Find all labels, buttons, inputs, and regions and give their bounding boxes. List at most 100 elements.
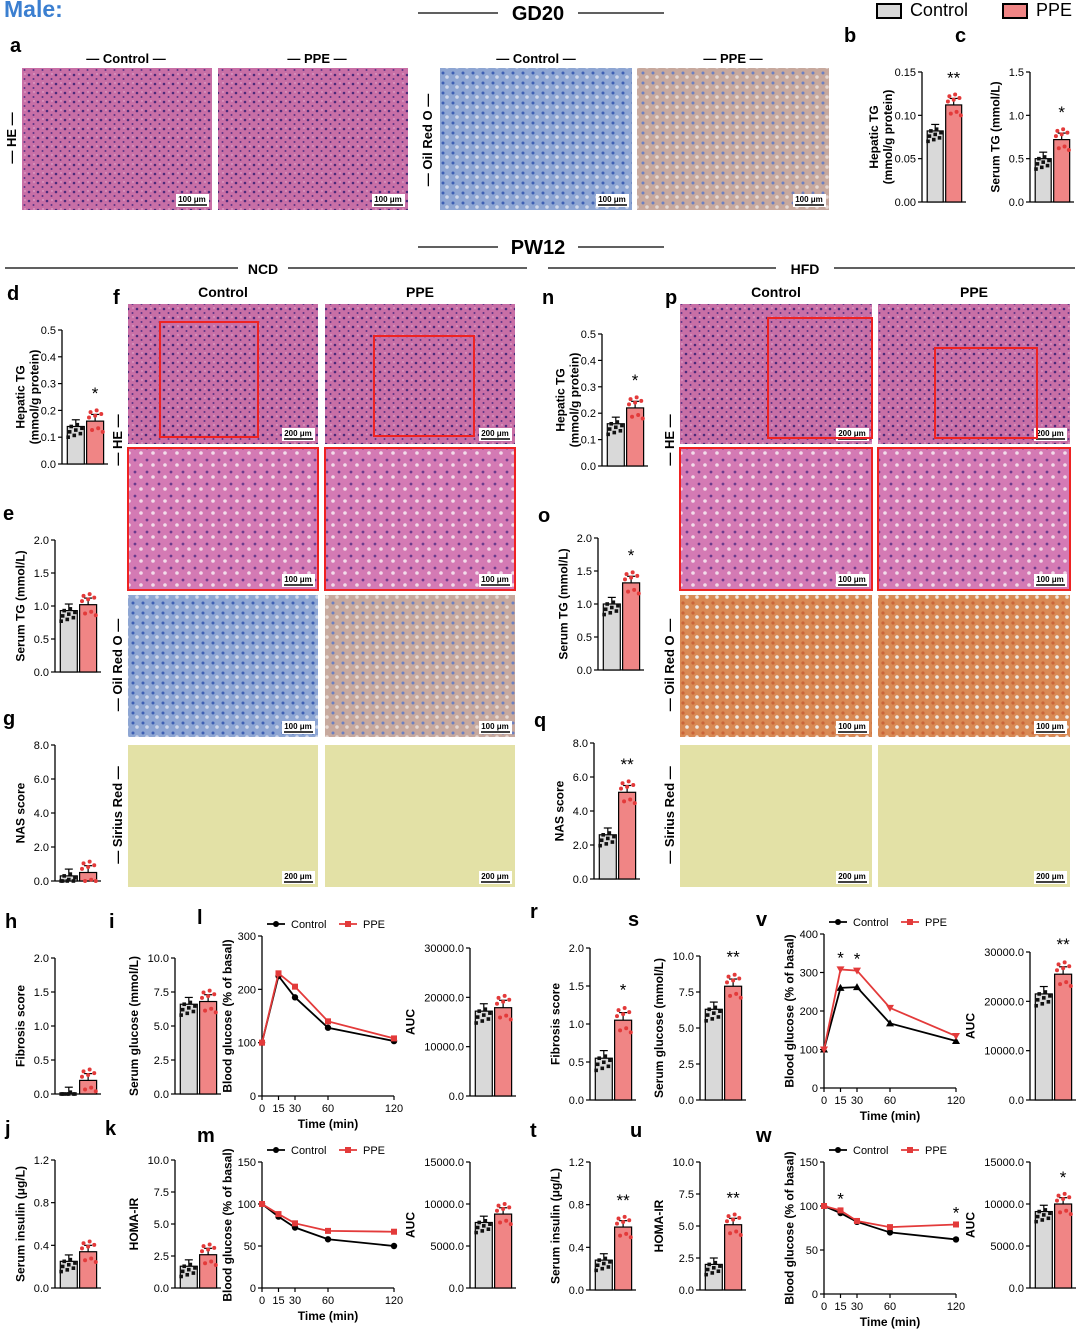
point-k-control-2 bbox=[191, 1271, 196, 1275]
point-g-control-7 bbox=[68, 872, 73, 876]
micrograph-f-he-low-ppe-scale-label: 200 μm bbox=[481, 429, 509, 438]
y-tick-label-i-4: 10.0 bbox=[148, 953, 169, 965]
point-b-ppe-3 bbox=[947, 94, 952, 99]
point-k-ppe-3 bbox=[201, 1244, 206, 1249]
micrograph-f-he-low-ppe-scale-box bbox=[479, 428, 512, 441]
panel-letter-c: c bbox=[955, 25, 966, 47]
y-tick-label-g-2: 4.0 bbox=[34, 808, 49, 820]
panel-letter-l: l bbox=[197, 907, 203, 929]
bar-w_auc-ppe bbox=[1054, 1203, 1073, 1289]
point-d-control-5 bbox=[80, 426, 84, 431]
point-k-control-6 bbox=[182, 1264, 187, 1269]
y-tick-label-u-1: 2.5 bbox=[679, 1253, 694, 1265]
point-v-control-3 bbox=[886, 1019, 894, 1027]
x-tick-label-w-1: 15 bbox=[834, 1301, 846, 1313]
point-q-control-5 bbox=[612, 834, 616, 839]
point-t-ppe-3 bbox=[616, 1216, 621, 1221]
panel-letter-r: r bbox=[530, 901, 538, 923]
point-d-control-7 bbox=[75, 422, 80, 427]
x-tick-label-w-4: 120 bbox=[947, 1301, 965, 1313]
y-tick-label-j-3: 1.2 bbox=[34, 1155, 49, 1167]
micrograph-p-sirius-ppe-scale-box bbox=[1034, 871, 1067, 884]
point-e-control-3 bbox=[60, 614, 65, 618]
y-axis-label-t: Serum insulin (μg/L) bbox=[548, 1168, 562, 1284]
point-d-control-0 bbox=[66, 435, 70, 439]
point-n-control-0 bbox=[606, 432, 610, 437]
point-h-ppe-5 bbox=[93, 1089, 98, 1094]
point-l_auc-ppe-4 bbox=[502, 993, 507, 998]
point-n-control-2 bbox=[618, 429, 623, 433]
row-label-p-sirius: — Sirius Red — bbox=[662, 766, 677, 864]
micrograph-f-oro-control-scale-box bbox=[282, 721, 315, 734]
y-tick-label-b-2: 0.10 bbox=[895, 110, 916, 122]
top-legend: Control PPE bbox=[875, 0, 1072, 21]
point-o-ppe-3 bbox=[624, 572, 629, 577]
y-tick-label-k-4: 10.0 bbox=[148, 1155, 169, 1167]
point-t-control-3 bbox=[595, 1263, 600, 1268]
point-o-ppe-1 bbox=[629, 575, 634, 580]
point-m_auc-ppe-3 bbox=[496, 1203, 501, 1208]
panel-letter-g: g bbox=[3, 708, 15, 730]
point-u-control-1 bbox=[710, 1271, 715, 1275]
y-tick-label-w-1: 50 bbox=[806, 1245, 818, 1257]
point-l_auc-ppe-1 bbox=[501, 999, 506, 1004]
x-tick-label-v-3: 60 bbox=[884, 1095, 896, 1107]
y-tick-label-h-2: 1.0 bbox=[34, 1021, 49, 1033]
y-tick-label-l-3: 300 bbox=[238, 931, 256, 943]
point-m_auc-control-5 bbox=[488, 1222, 492, 1226]
micrograph-f-sirius-ppe-scale-label: 200 μm bbox=[481, 872, 509, 881]
row-label-a-oro: — Oil Red O — bbox=[420, 94, 435, 186]
y-tick-label-n-4: 0.4 bbox=[581, 355, 596, 367]
point-k-control-5 bbox=[193, 1266, 197, 1270]
point-o-ppe-5 bbox=[636, 591, 641, 596]
point-i-ppe-2 bbox=[212, 992, 217, 997]
micrograph-f-sirius-ppe bbox=[325, 745, 515, 887]
point-l_auc-control-2 bbox=[486, 1017, 491, 1021]
micrograph-f-sirius-control-scale-label: 200 μm bbox=[284, 872, 312, 881]
point-r-ppe-0 bbox=[615, 1014, 619, 1019]
micrograph-p-sirius-control-scale-label: 200 μm bbox=[838, 872, 866, 881]
y-axis-label-e: Serum TG (mmol/L) bbox=[13, 550, 27, 661]
point-l-control-3 bbox=[324, 1024, 332, 1031]
panel-letter-o: o bbox=[538, 505, 550, 527]
significance-u: ** bbox=[727, 1189, 741, 1208]
point-c-ppe-5 bbox=[1066, 148, 1071, 152]
point-l_auc-control-4 bbox=[482, 1013, 486, 1017]
y-tick-label-e-0: 0.0 bbox=[34, 667, 49, 679]
point-i-control-1 bbox=[185, 1011, 190, 1016]
x-tick-label-m-3: 60 bbox=[322, 1295, 334, 1307]
legend-label-w-ppe: PPE bbox=[925, 1145, 947, 1157]
point-s-control-6 bbox=[707, 1007, 712, 1012]
y-tick-label-d-4: 0.4 bbox=[41, 352, 56, 364]
significance-t: ** bbox=[617, 1191, 631, 1210]
x-tick-label-m-1: 15 bbox=[272, 1295, 284, 1307]
y-tick-label-n-1: 0.1 bbox=[581, 435, 596, 447]
point-k-ppe-7 bbox=[209, 1259, 214, 1264]
point-t-ppe-4 bbox=[622, 1214, 627, 1219]
micrograph-p-oro-control bbox=[680, 595, 872, 737]
y-tick-label-w-0: 0 bbox=[812, 1289, 818, 1301]
legend-label-ppe: PPE bbox=[1035, 0, 1072, 20]
row-label-p-he: — HE — bbox=[662, 414, 677, 465]
micrograph-p-sirius-ppe-scale-label: 200 μm bbox=[1036, 872, 1064, 881]
x-axis-label-w: Time (min) bbox=[860, 1315, 920, 1329]
micrograph-a-oro-ppe-scale-box bbox=[793, 194, 826, 207]
y-tick-label-g-0: 0.0 bbox=[34, 876, 49, 888]
point-w-control-4 bbox=[952, 1236, 960, 1243]
panel-letter-f: f bbox=[113, 287, 120, 309]
y-tick-label-q-2: 4.0 bbox=[573, 806, 588, 818]
point-l-ppe-0 bbox=[259, 1039, 265, 1046]
point-q-control-6 bbox=[601, 833, 606, 837]
point-n-control-3 bbox=[607, 427, 612, 431]
bar-b-ppe bbox=[945, 104, 963, 203]
point-i-ppe-3 bbox=[201, 990, 206, 995]
point-o-ppe-4 bbox=[630, 570, 635, 575]
point-o-ppe-0 bbox=[623, 577, 627, 582]
x-tick-label-l-2: 30 bbox=[289, 1103, 301, 1115]
micrograph-f-he-high-ppe-scale-box bbox=[479, 574, 512, 587]
point-n-ppe-4 bbox=[634, 395, 639, 400]
point-s-ppe-5 bbox=[738, 995, 743, 1000]
point-o-ppe-6 bbox=[626, 589, 631, 594]
y-tick-label-i-1: 2.5 bbox=[154, 1055, 169, 1067]
